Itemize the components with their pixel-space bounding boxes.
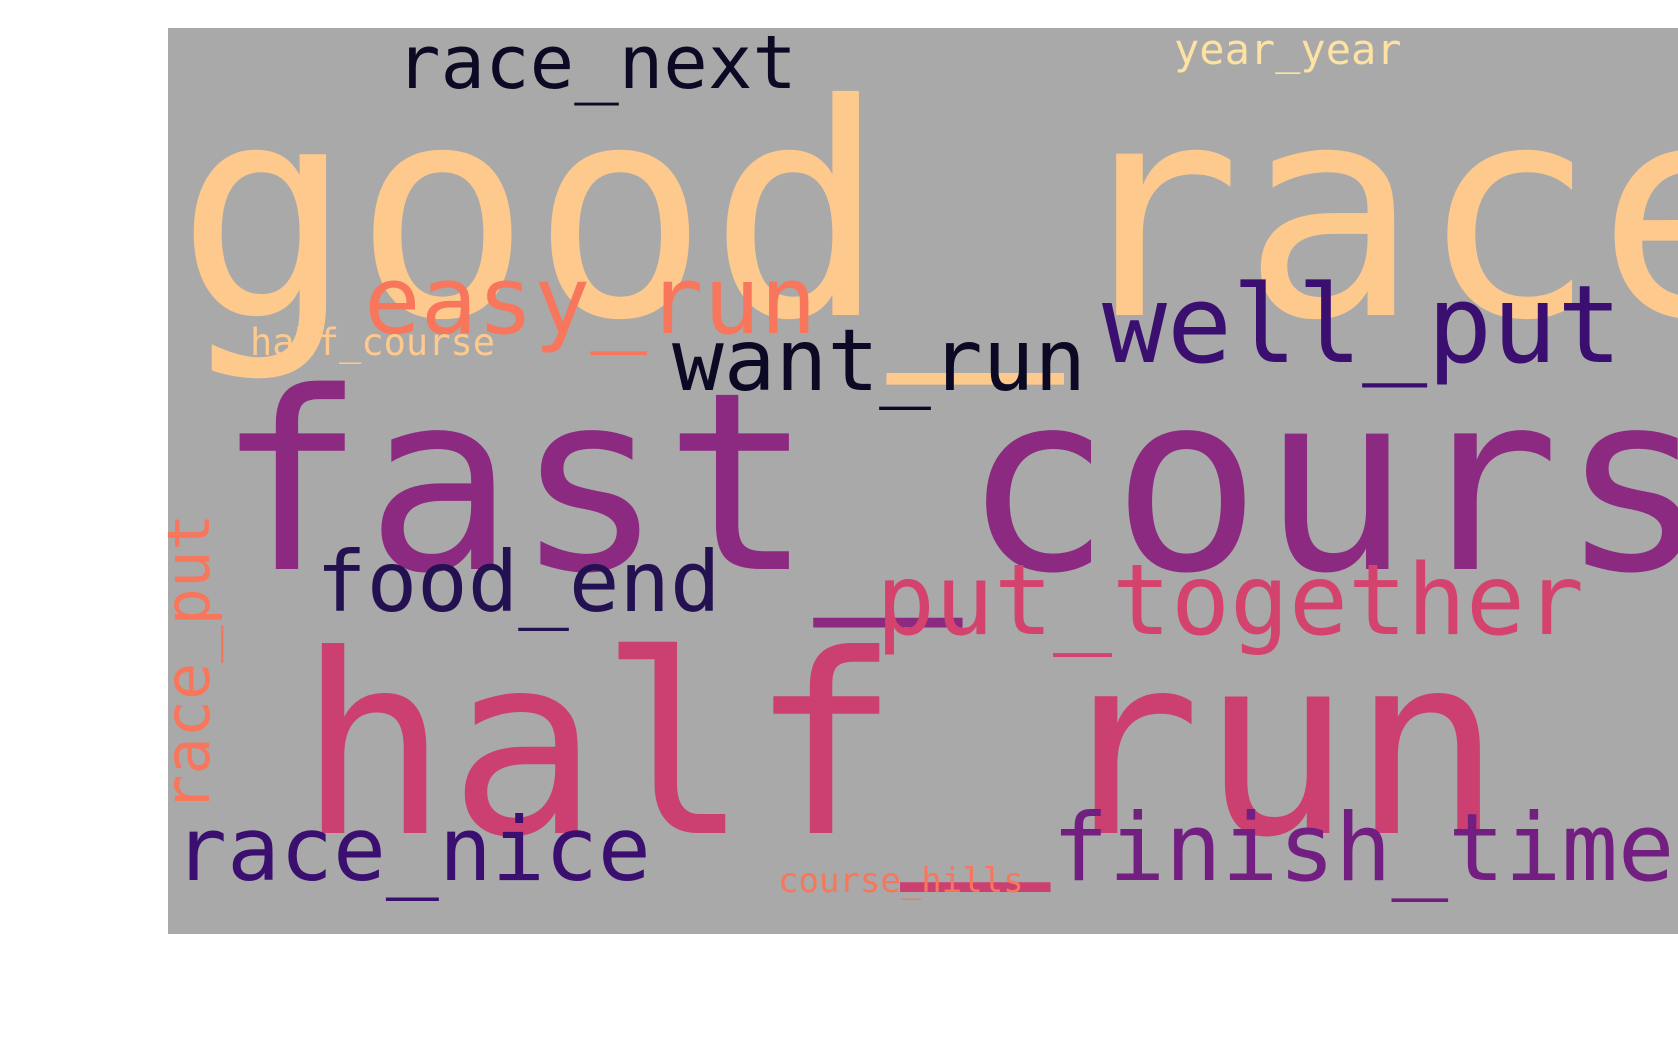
word-fast-course: fast_course <box>216 340 1678 628</box>
word-food-end: food_end <box>316 533 721 631</box>
word-race-next: race_next <box>396 28 797 106</box>
word-course-hills: course_hills <box>778 861 1024 901</box>
word-want-run: want_run <box>672 311 1087 411</box>
word-finish-time: finish_time <box>1052 794 1675 903</box>
word-race-nice: race_nice <box>174 798 651 901</box>
word-half-course: half_course <box>250 321 496 364</box>
word-well-put: well_put <box>1102 263 1623 388</box>
word-half-run: half_run <box>298 601 1503 892</box>
word-good-race: good_race <box>176 41 1678 385</box>
word-put-together: put_together <box>876 544 1585 658</box>
word-cloud-canvas: good_race race_next year_year easy_run h… <box>168 28 1678 934</box>
word-easy-run: easy_run <box>364 247 817 356</box>
word-race-put: race_put <box>168 513 224 812</box>
word-year-year: year_year <box>1174 28 1402 74</box>
